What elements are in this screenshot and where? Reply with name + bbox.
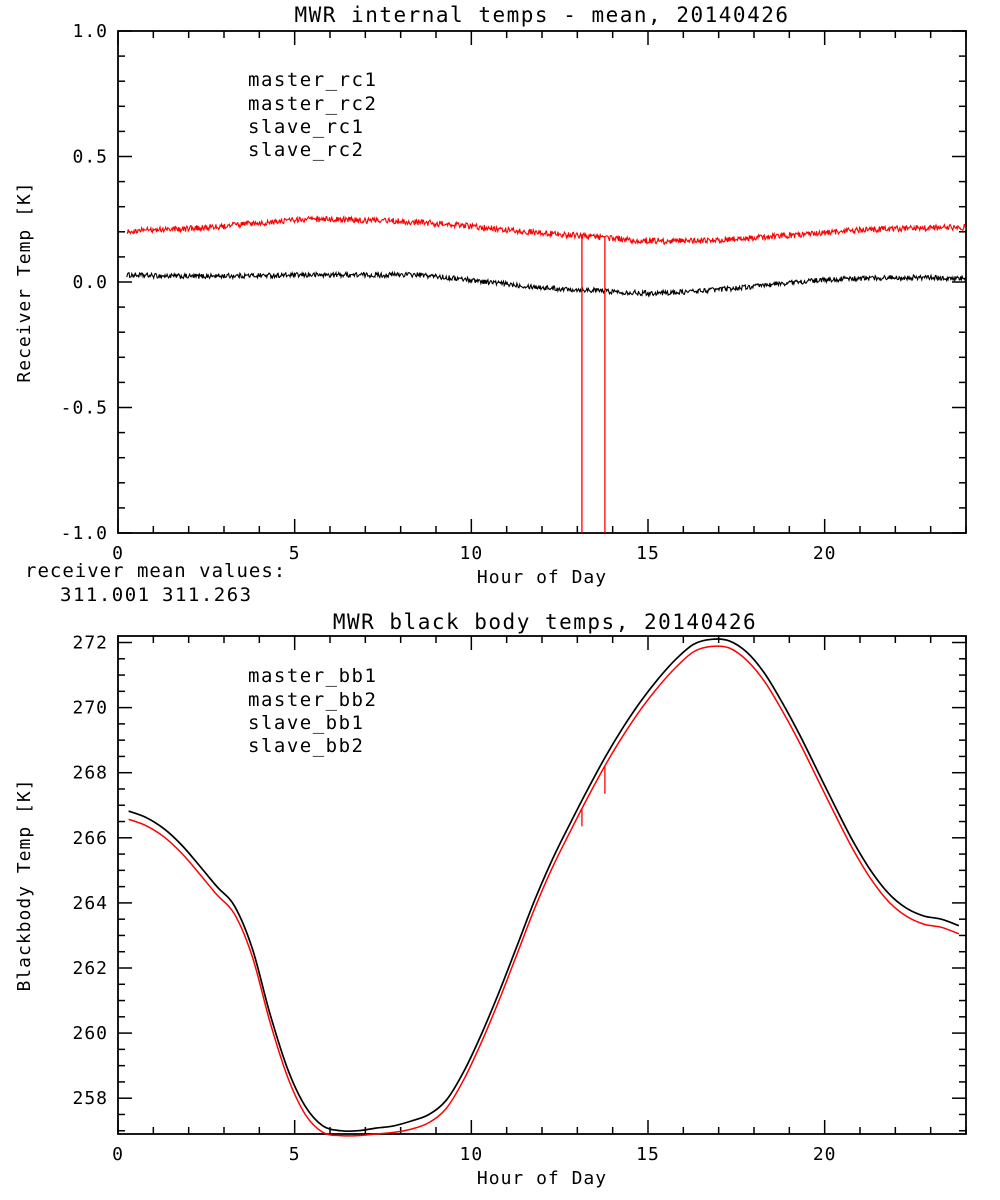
y-tick-label: 266: [72, 828, 108, 849]
y-tick-label: 0.0: [72, 272, 108, 293]
top-plot-yaxis-title: Receiver Temp [K]: [14, 181, 35, 382]
plot-frame: [117, 635, 967, 1135]
receiver-mean-value-master2: 311.263: [162, 584, 253, 606]
legend-item-slave-bb2: slave_bb2: [248, 735, 364, 757]
x-tick-label: 20: [813, 543, 837, 564]
legend-item-master-rc1: master_rc1: [248, 69, 377, 91]
y-tick-label: 260: [72, 1023, 108, 1044]
bottom-plot-xaxis-title: Hour of Day: [477, 1168, 607, 1189]
legend-item-slave-rc1: slave_rc1: [248, 116, 364, 138]
x-tick-label: 10: [459, 543, 483, 564]
legend-item-master-bb2: master_bb2: [248, 689, 377, 711]
legend-item-master-rc2: master_rc2: [248, 93, 377, 115]
x-tick-label: 15: [636, 1144, 660, 1165]
series-master_bb2: [128, 645, 960, 1137]
y-tick-label: 264: [72, 893, 108, 914]
series-master_rc1: [126, 270, 967, 298]
x-tick-label: 0: [112, 1144, 124, 1165]
y-tick-label: 268: [72, 763, 108, 784]
x-tick-label: 15: [636, 543, 660, 564]
y-tick-label: 0.5: [72, 147, 108, 168]
x-tick-label: 5: [289, 1144, 301, 1165]
bottom-plot-title: MWR black body temps, 20140426: [333, 610, 757, 634]
bottom-plot-area: 0 5 10 15 20 258 260 262 264 266 268 270 272: [72, 633, 967, 1165]
y-tick-label: 272: [72, 633, 108, 654]
top-plot-area: 0 5 10 15 20 -1.0 -0.5 0.0 0.5 1.0: [61, 21, 967, 564]
legend-item-slave-rc2: slave_rc2: [248, 139, 364, 161]
legend-item-master-bb1: master_bb1: [248, 665, 377, 687]
y-tick-label: -1.0: [61, 523, 108, 544]
x-tick-label: 5: [289, 543, 301, 564]
x-tick-label: 10: [459, 1144, 483, 1165]
bottom-plot-yaxis-title: Blackbody Temp [K]: [14, 778, 35, 991]
series-master_rc2: [126, 215, 967, 245]
y-tick-label: -0.5: [61, 398, 108, 419]
legend-item-slave-bb1: slave_bb1: [248, 712, 364, 734]
series-master_bb1: [128, 638, 960, 1133]
y-tick-label: 1.0: [72, 21, 108, 42]
y-tick-label: 262: [72, 958, 108, 979]
y-tick-label: 270: [72, 698, 108, 719]
top-plot-title: MWR internal temps - mean, 20140426: [294, 3, 789, 27]
y-tick-label: 258: [72, 1088, 108, 1109]
receiver-mean-value-master: 311.001: [60, 584, 151, 606]
x-tick-label: 0: [112, 543, 124, 564]
top-plot-xaxis-title: Hour of Day: [477, 567, 607, 588]
x-tick-label: 20: [813, 1144, 837, 1165]
receiver-mean-values-label: receiver mean values:: [25, 560, 286, 582]
